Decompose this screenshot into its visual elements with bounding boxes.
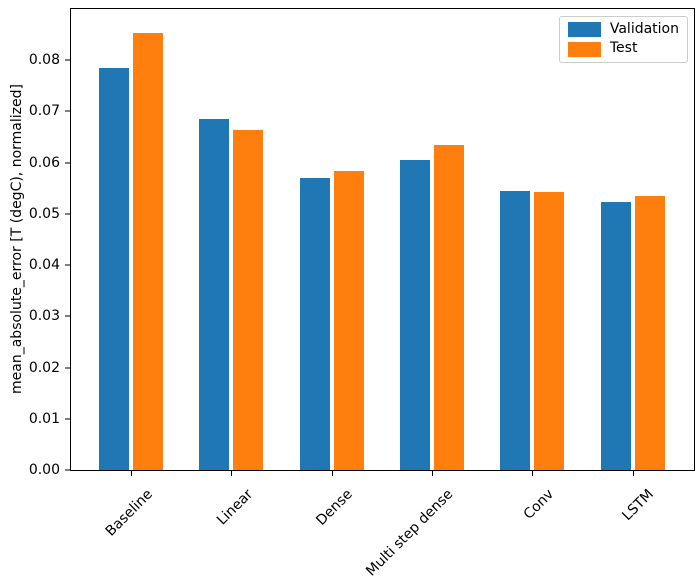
- y-tick-mark: [65, 213, 70, 215]
- bar-validation-baseline: [99, 67, 129, 470]
- y-tick-mark: [65, 469, 70, 471]
- legend-label-test: Test: [609, 40, 638, 57]
- bar-validation-lstm: [600, 201, 631, 470]
- y-tick-mark: [65, 367, 70, 369]
- x-tick-mark: [532, 471, 534, 476]
- legend-item-validation: Validation: [567, 21, 679, 38]
- y-tick-label: 0.01: [28, 410, 60, 427]
- y-tick-mark: [65, 162, 70, 164]
- x-tick-label: Linear: [213, 486, 256, 529]
- y-tick-mark: [65, 418, 70, 420]
- bar-validation-linear: [199, 118, 230, 470]
- bar-validation-dense: [299, 177, 330, 470]
- plot-area: Validation Test 0.00 0.01 0.02 0.03 0.04 0.05…: [29, 8, 695, 579]
- bar-test-dense: [333, 171, 364, 470]
- y-tick-label: 0.05: [28, 205, 60, 222]
- validation-color-swatch: [567, 22, 601, 38]
- y-tick-label: 0.02: [28, 359, 60, 376]
- y-tick-label: 0.07: [28, 103, 60, 120]
- y-tick-label: 0.06: [28, 154, 60, 171]
- bar-test-baseline: [133, 33, 163, 470]
- x-tick-mark: [131, 471, 132, 476]
- legend: Validation Test: [558, 16, 688, 63]
- x-tick-mark: [431, 471, 433, 476]
- bar-test-conv: [534, 191, 565, 470]
- y-tick-label: 0.00: [28, 462, 60, 478]
- x-tick-label: Baseline: [102, 486, 156, 540]
- y-tick-label: 0.03: [28, 308, 60, 325]
- y-tick-label: 0.08: [28, 52, 60, 69]
- y-tick-label: 0.04: [28, 257, 60, 274]
- x-tick-mark: [331, 471, 333, 476]
- y-tick-mark: [65, 110, 70, 112]
- bar-test-multi-step-dense: [433, 145, 464, 470]
- x-tick-mark: [632, 471, 634, 476]
- x-tick-mark: [231, 471, 233, 476]
- bar-test-linear: [233, 129, 264, 470]
- y-axis-label: mean_absolute_error [T (degC), normalize…: [9, 84, 25, 394]
- x-tick-label: Dense: [313, 486, 357, 529]
- bar-test-lstm: [634, 196, 665, 470]
- y-tick-mark: [65, 59, 70, 61]
- legend-item-test: Test: [567, 40, 679, 57]
- y-tick-mark: [65, 315, 70, 317]
- bar-validation-conv: [500, 190, 531, 470]
- x-tick-label: Conv: [520, 486, 557, 523]
- test-color-swatch: [567, 41, 601, 57]
- x-tick-label: LSTM: [619, 486, 658, 525]
- x-tick-label: Multi step dense: [363, 486, 457, 580]
- bar-validation-multi-step-dense: [399, 159, 430, 470]
- y-tick-mark: [65, 264, 70, 266]
- legend-label-validation: Validation: [609, 21, 679, 37]
